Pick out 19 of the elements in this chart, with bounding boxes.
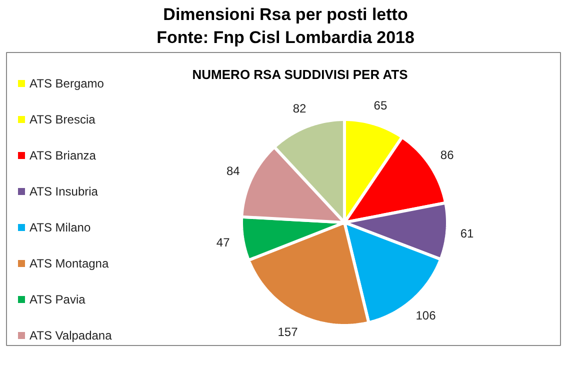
data-label: 106 [416,308,436,322]
legend-label: ATS Bergamo [30,76,104,90]
data-label: 84 [226,164,240,178]
data-label: 82 [292,102,307,116]
legend-label: ATS Brianza [30,148,96,162]
legend-label: ATS Montagna [30,256,109,270]
legend-label: ATS Insubria [30,184,98,198]
data-label: 47 [216,236,230,250]
data-label: 65 [374,98,388,112]
source-note: Fonte: Fnp Cisl Lombardia 2018 [156,28,414,47]
legend-label: ATS Milano [30,220,91,234]
legend-label: ATS Pavia [30,292,86,306]
data-label: 61 [460,226,474,241]
data-label: 157 [278,325,298,340]
data-label: 86 [440,148,454,162]
legend-label: ATS Valpadana [30,328,112,342]
chart-subtitle: NUMERO RSA SUDDIVISI PER ATS [192,67,408,82]
chart-title: Dimensioni Rsa per posti letto [163,5,408,24]
legend-label: ATS Brescia [30,112,96,126]
